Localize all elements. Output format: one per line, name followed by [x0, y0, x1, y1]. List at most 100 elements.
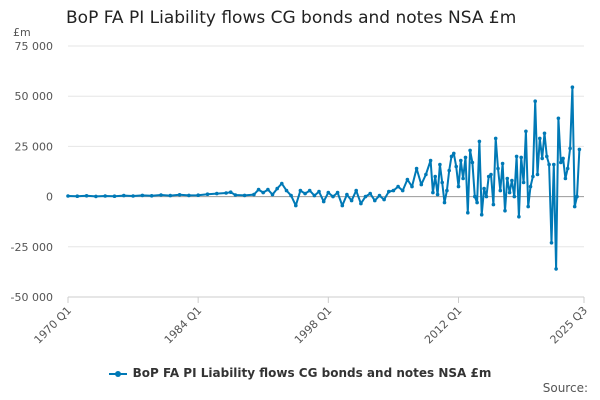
data-point[interactable] — [575, 194, 579, 199]
data-point[interactable] — [454, 164, 459, 169]
data-point[interactable] — [75, 194, 80, 198]
data-point[interactable] — [463, 155, 468, 160]
data-point[interactable] — [112, 194, 117, 198]
series-line[interactable] — [67, 86, 581, 270]
data-point[interactable] — [438, 162, 442, 167]
data-point[interactable] — [387, 189, 391, 194]
data-point[interactable] — [489, 172, 493, 177]
data-point[interactable] — [514, 154, 519, 159]
data-point[interactable] — [461, 176, 465, 181]
data-point[interactable] — [528, 184, 533, 189]
data-point[interactable] — [349, 198, 354, 203]
data-point[interactable] — [312, 193, 317, 198]
data-point[interactable] — [503, 208, 507, 213]
data-point[interactable] — [289, 193, 293, 198]
data-point[interactable] — [491, 202, 496, 207]
data-point[interactable] — [303, 191, 307, 196]
data-point[interactable] — [545, 154, 549, 159]
data-point[interactable] — [256, 187, 261, 192]
data-point[interactable] — [187, 193, 191, 198]
data-point[interactable] — [284, 188, 289, 193]
data-point[interactable] — [205, 192, 210, 196]
data-point[interactable] — [433, 174, 438, 179]
data-point[interactable] — [547, 162, 551, 167]
data-point[interactable] — [140, 193, 145, 198]
data-point[interactable] — [505, 176, 510, 181]
data-point[interactable] — [396, 184, 400, 189]
data-point[interactable] — [552, 162, 556, 167]
data-point[interactable] — [500, 161, 505, 166]
data-point[interactable] — [307, 188, 312, 193]
data-point[interactable] — [517, 214, 521, 219]
data-point[interactable] — [563, 176, 568, 181]
data-point[interactable] — [354, 188, 359, 193]
data-point[interactable] — [445, 188, 449, 193]
data-point[interactable] — [533, 99, 537, 103]
data-point[interactable] — [391, 188, 396, 193]
data-point[interactable] — [484, 194, 489, 199]
data-point[interactable] — [382, 197, 386, 202]
data-point[interactable] — [317, 189, 321, 194]
data-point[interactable] — [470, 160, 475, 165]
data-point[interactable] — [228, 190, 233, 194]
data-point[interactable] — [84, 194, 89, 198]
data-point[interactable] — [368, 191, 373, 196]
data-point[interactable] — [572, 204, 577, 209]
data-point[interactable] — [373, 198, 377, 203]
data-point[interactable] — [335, 190, 340, 195]
data-point[interactable] — [570, 85, 575, 89]
data-point[interactable] — [270, 192, 275, 197]
data-point[interactable] — [275, 186, 280, 191]
data-point[interactable] — [196, 193, 200, 197]
data-point[interactable] — [331, 194, 335, 199]
data-point[interactable] — [428, 158, 433, 163]
data-point[interactable] — [498, 188, 503, 193]
data-point[interactable] — [405, 177, 410, 182]
data-point[interactable] — [479, 212, 484, 217]
data-point[interactable] — [359, 201, 363, 206]
data-point[interactable] — [521, 180, 526, 185]
data-point[interactable] — [473, 194, 477, 199]
data-point[interactable] — [340, 203, 345, 208]
legend[interactable]: BoP FA PI Liability flows CG bonds and n… — [0, 366, 600, 380]
data-point[interactable] — [224, 191, 228, 195]
data-point[interactable] — [261, 190, 266, 195]
data-point[interactable] — [449, 154, 454, 159]
data-point[interactable] — [568, 146, 572, 151]
data-point[interactable] — [507, 190, 512, 195]
data-point[interactable] — [159, 193, 163, 197]
data-point[interactable] — [554, 267, 558, 271]
data-point[interactable] — [177, 193, 182, 197]
data-point[interactable] — [440, 180, 445, 185]
data-point[interactable] — [252, 192, 256, 197]
data-point[interactable] — [131, 194, 135, 198]
data-point[interactable] — [556, 116, 561, 121]
data-point[interactable] — [468, 148, 472, 153]
data-point[interactable] — [266, 187, 270, 192]
data-point[interactable] — [496, 166, 500, 171]
data-point[interactable] — [103, 194, 107, 198]
data-point[interactable] — [561, 156, 565, 161]
data-point[interactable] — [66, 194, 70, 198]
data-point[interactable] — [400, 188, 405, 193]
data-point[interactable] — [280, 181, 284, 186]
data-point[interactable] — [431, 190, 435, 195]
data-point[interactable] — [519, 155, 523, 160]
data-point[interactable] — [482, 186, 486, 191]
data-point[interactable] — [233, 193, 238, 197]
data-point[interactable] — [94, 194, 98, 199]
data-point[interactable] — [363, 194, 368, 199]
data-point[interactable] — [122, 193, 126, 198]
data-point[interactable] — [542, 131, 547, 136]
data-point[interactable] — [414, 166, 419, 171]
data-point[interactable] — [466, 210, 470, 215]
data-point[interactable] — [410, 184, 414, 189]
data-point[interactable] — [294, 203, 298, 208]
data-point[interactable] — [510, 178, 514, 183]
data-point[interactable] — [526, 204, 530, 209]
data-point[interactable] — [512, 194, 517, 199]
data-point[interactable] — [535, 172, 540, 177]
data-point[interactable] — [493, 136, 498, 141]
data-point[interactable] — [559, 160, 563, 165]
data-point[interactable] — [524, 129, 528, 134]
